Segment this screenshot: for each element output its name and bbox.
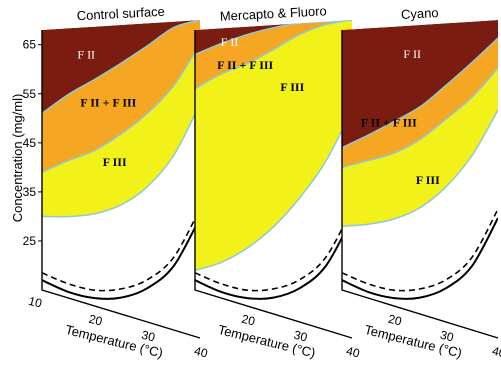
phase-boundary-2 [195,20,352,90]
x-tick-label: 20 [87,312,104,329]
x-tick-label: 30 [292,328,309,345]
region-label-2: F II + F III [217,58,273,72]
region-label-1: F II [221,35,239,49]
fIII-region [42,44,200,217]
y-tick-label: 25 [23,234,37,248]
y-axis-label: Concentration (mg/ml) [10,94,25,223]
phase-boundary-2 [342,67,498,169]
fII-region [42,20,200,114]
region-label-3: F III [103,155,127,169]
y-tick-label: 45 [23,136,37,150]
dashed-curve [342,208,498,292]
panel-title: Mercapto & Fluoro [219,3,327,24]
fII-region [342,20,498,148]
phase-boundary-1 [195,20,352,56]
panels: F II F II + F III F III Control surface 10 20… [27,3,501,360]
x-tick-label: 30 [439,328,456,345]
panel-axes [194,30,353,339]
region-label-2: F II + F III [361,115,417,129]
phase-boundary-1 [42,20,200,115]
solid-curve [195,217,352,300]
x-tick-label: 40 [491,344,501,361]
region-label-2: F II + F III [80,95,136,109]
panel-2: F II F II + F III F III Mercapto & Fluoro 20… [194,3,362,361]
x-tick-label: 20 [240,312,257,329]
fIII-region [195,20,352,271]
region-label-3: F III [280,80,304,94]
fII-fIII-region [42,20,200,173]
x-tick-label: 40 [345,344,362,361]
phase-boundary-3 [195,109,352,272]
phase-boundary-1 [342,37,498,149]
solid-curve [42,217,200,300]
region-label-1: F II [77,47,95,61]
solid-curve [342,217,498,300]
region-label-1: F II [403,47,421,61]
y-tick-label: 65 [23,38,37,52]
panel-axes [341,30,499,339]
x-tick-label: 20 [387,312,404,329]
x-tick-label: 10 [27,294,44,311]
panel-title: Cyano [401,5,439,22]
x-tick-label: 40 [193,344,210,361]
phase-boundary-3 [342,109,498,227]
panel-axes [41,30,201,339]
dashed-curve [195,208,352,292]
fIII-region [342,68,498,227]
region-label-3: F III [416,173,440,187]
y-tick-label: 35 [23,185,37,199]
y-tick-labels: 65 55 45 35 25 [23,38,42,248]
x-tick-label: 30 [140,328,157,345]
panel-1: F II F II + F III F III Control surface 10 20… [27,4,209,361]
fII-fIII-region [195,20,352,89]
fII-fIII-region [342,38,498,168]
phase-boundary-2 [42,43,200,173]
phase-boundary-3 [42,103,200,218]
dashed-curve [42,208,200,292]
y-tick-label: 55 [23,87,37,101]
fII-region [195,20,352,55]
panel-title: Control surface [76,4,165,24]
